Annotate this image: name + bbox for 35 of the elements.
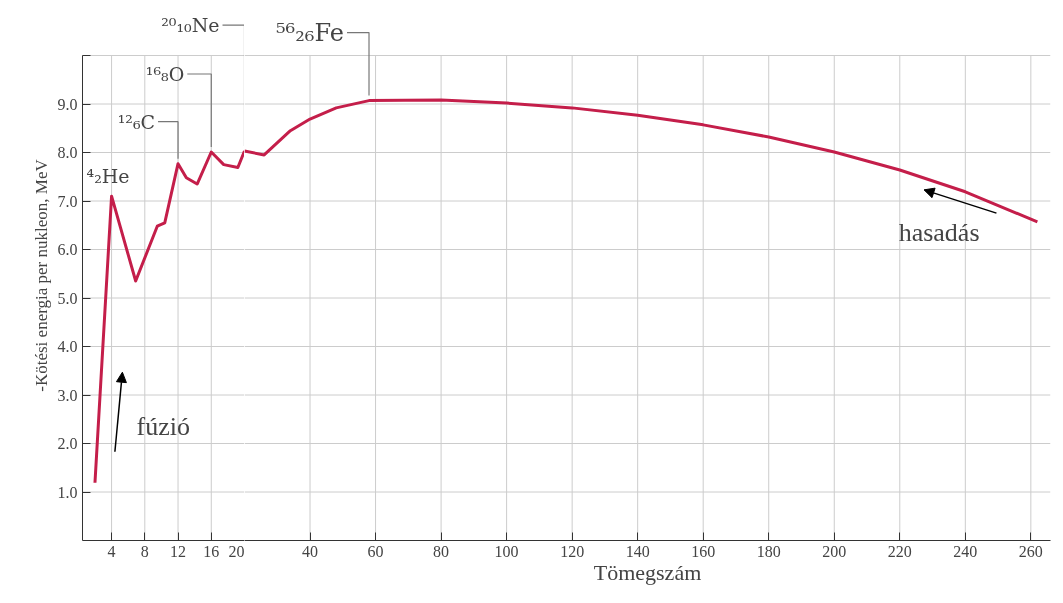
x-tick-label: 16 [203, 542, 220, 560]
annotation: hasadás [898, 217, 980, 247]
y-tick-label: 8.0 [57, 144, 78, 161]
x-tick-label: 180 [756, 542, 781, 560]
y-tick-label: 2.0 [57, 435, 78, 452]
x-tick-label: 60 [367, 542, 384, 560]
annotation: ¹⁶₈O [145, 63, 185, 86]
x-tick-label: 200 [822, 542, 847, 560]
y-tick-label: 3.0 [57, 386, 78, 404]
annotation: ²⁰₁₀Ne [161, 14, 220, 37]
x-tick-label: 260 [1018, 542, 1043, 560]
y-tick-label: 1.0 [57, 483, 78, 501]
x-tick-label: 40 [302, 542, 319, 560]
x-tick-label: 140 [625, 542, 650, 560]
y-tick-label: 7.0 [57, 192, 78, 210]
x-tick-label: 240 [953, 542, 978, 560]
x-tick-label: 160 [691, 542, 716, 560]
x-tick-label: 4 [107, 542, 116, 560]
x-tick-label: 12 [170, 542, 187, 560]
annotation: ⁵⁶₂₆Fe [275, 18, 345, 47]
y-tick-label: 6.0 [57, 241, 78, 258]
y-tick-label: 5.0 [57, 289, 78, 307]
x-tick-label: 20 [228, 542, 245, 560]
x-tick-label: 220 [887, 542, 912, 560]
y-tick-label: 4.0 [57, 338, 78, 355]
x-axis-title: Tömegszám [593, 559, 702, 585]
annotation: ⁴₂He [86, 165, 130, 188]
annotation: ¹²₆C [117, 110, 156, 133]
x-tick-label: 100 [494, 542, 519, 560]
x-tick-label: 120 [560, 542, 585, 560]
y-tick-label: 9.0 [57, 95, 78, 113]
x-tick-label: 80 [433, 542, 450, 560]
x-tick-label: 8 [140, 542, 149, 560]
annotation: fúzió [136, 412, 190, 442]
y-axis-title: -Kötési energia per nukleon, MeV [31, 158, 51, 392]
